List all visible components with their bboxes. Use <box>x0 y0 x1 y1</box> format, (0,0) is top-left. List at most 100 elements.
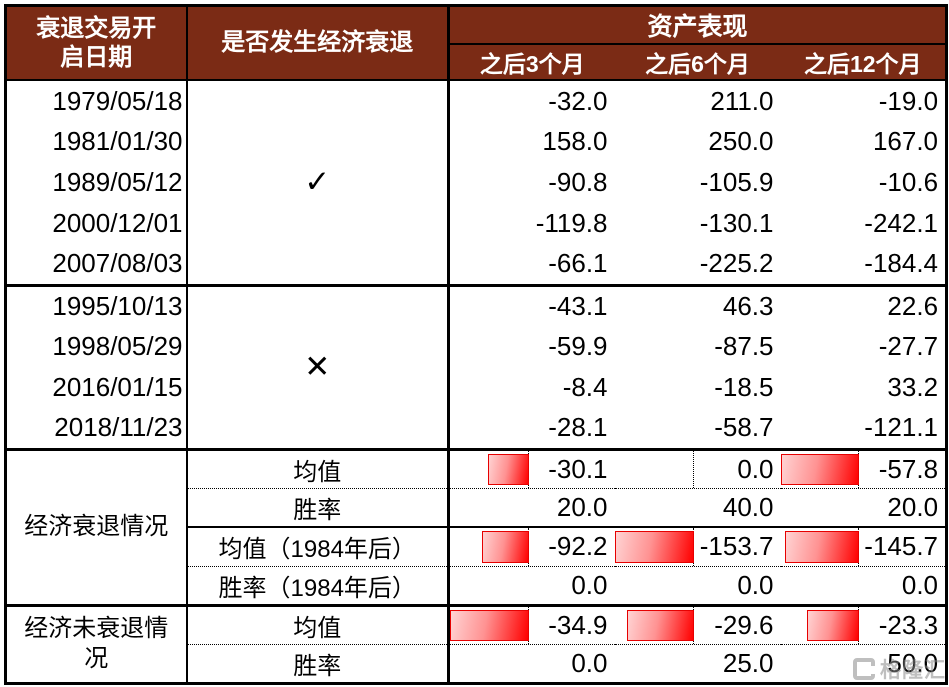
value-cell: 158.0 <box>448 121 615 162</box>
summary-metric-label: 均值 <box>186 447 450 488</box>
date-cell: 1981/01/30 <box>5 121 188 162</box>
value-cell: 0.0 <box>780 565 947 605</box>
gelonghui-watermark: 格隆汇 <box>853 654 946 684</box>
value-text: -92.2 <box>548 531 608 562</box>
date-row: 1981/01/30 158.0 250.0 167.0 <box>5 121 947 162</box>
negative-data-bar <box>450 609 529 641</box>
summary-metric-label: 胜率 <box>186 487 450 527</box>
table-body: 1979/05/18 ✓ -32.0 211.0 -19.0 1981/01/30 158.… <box>5 80 947 683</box>
value-text: -153.7 <box>699 531 774 562</box>
value-cell: 20.0 <box>448 487 615 527</box>
value-cell: 20.0 <box>780 487 947 527</box>
value-cell: -30.1 <box>448 447 615 488</box>
value-cell: -32.0 <box>448 80 615 121</box>
value-text: -57.8 <box>878 453 939 484</box>
date-row: 2016/01/15 -8.4 -18.5 33.2 <box>5 367 947 408</box>
value-text: 0.0 <box>737 453 774 484</box>
date-cell: 2000/12/01 <box>5 203 188 244</box>
date-row: 2000/12/01 -119.8 -130.1 -242.1 <box>5 203 947 244</box>
table-header: 衰退交易开启日期 是否发生经济衰退 资产表现 之后3个月 之后6个月 之后12个… <box>5 5 947 80</box>
gelonghui-logo-icon <box>853 658 875 680</box>
summary-group-label: 经济衰退情况 <box>5 447 188 605</box>
value-cell: 25.0 <box>614 643 781 683</box>
value-cell: -145.7 <box>780 526 947 566</box>
value-cell: -153.7 <box>614 526 781 566</box>
value-cell: -29.6 <box>614 603 781 644</box>
date-cell: 2018/11/23 <box>5 408 188 449</box>
databar-axis <box>615 450 695 488</box>
value-cell: 33.2 <box>780 367 947 408</box>
value-cell: -23.3 <box>780 603 947 644</box>
value-cell: 0.0 <box>448 643 615 683</box>
recession-check-mark: ✓ <box>186 80 450 285</box>
value-cell: -27.7 <box>780 326 947 367</box>
value-text: -23.3 <box>878 609 939 640</box>
value-cell: -184.4 <box>780 244 947 285</box>
gelonghui-watermark-text: 格隆汇 <box>880 659 946 682</box>
date-cell: 2007/08/03 <box>5 244 188 285</box>
value-text: -29.6 <box>714 609 774 640</box>
value-cell: -18.5 <box>614 367 781 408</box>
header-recession-col: 是否发生经济衰退 <box>186 5 450 80</box>
value-cell: -57.8 <box>780 447 947 488</box>
summary-row: 经济衰退情况 均值 -30.1 0.0 -57.8 <box>5 447 947 605</box>
value-cell: -66.1 <box>448 244 615 285</box>
date-cell: 2016/01/15 <box>5 367 188 408</box>
header-assets-group: 资产表现 <box>448 5 947 45</box>
value-cell: -92.2 <box>448 526 615 566</box>
date-row: 1979/05/18 ✓ -32.0 211.0 -19.0 <box>5 80 947 285</box>
summary-metric-label: 均值 <box>186 603 450 644</box>
header-period-12m: 之后12个月 <box>780 44 947 80</box>
summary-row: 胜率（1984年后） 0.0 0.0 0.0 <box>6 565 947 605</box>
value-cell: -28.1 <box>448 408 615 449</box>
value-cell: 46.3 <box>614 283 781 326</box>
negative-data-bar <box>626 609 695 641</box>
value-cell: 0.0 <box>614 447 781 488</box>
summary-metric-label: 胜率（1984年后） <box>186 565 450 605</box>
value-cell: -8.4 <box>448 367 615 408</box>
date-cell: 1995/10/13 <box>5 283 188 326</box>
negative-data-bar <box>481 531 529 563</box>
value-cell: -43.1 <box>448 283 615 326</box>
summary-group-label: 经济未衰退情况 <box>5 603 188 683</box>
value-cell: 0.0 <box>614 565 781 605</box>
value-cell: -242.1 <box>780 203 947 244</box>
negative-data-bar <box>806 609 860 641</box>
value-cell: -90.8 <box>448 162 615 203</box>
negative-data-bar <box>780 453 860 485</box>
value-cell: 0.0 <box>448 565 615 605</box>
date-cell: 1989/05/12 <box>5 162 188 203</box>
value-cell: 40.0 <box>614 487 781 527</box>
value-cell: -121.1 <box>780 408 947 449</box>
header-period-6m: 之后6个月 <box>614 44 781 80</box>
value-cell: -225.2 <box>614 244 781 285</box>
value-text: -30.1 <box>548 453 608 484</box>
date-row: 2018/11/23 -28.1 -58.7 -121.1 <box>5 408 947 449</box>
date-row: 2007/08/03 -66.1 -225.2 -184.4 <box>5 244 947 285</box>
value-cell: -10.6 <box>780 162 947 203</box>
value-cell: -105.9 <box>614 162 781 203</box>
summary-metric-label: 胜率 <box>186 643 450 683</box>
value-cell: 250.0 <box>614 121 781 162</box>
negative-data-bar <box>487 453 529 485</box>
value-cell: -87.5 <box>614 326 781 367</box>
recession-trade-table: 衰退交易开启日期 是否发生经济衰退 资产表现 之后3个月 之后6个月 之后12个… <box>4 4 949 685</box>
value-cell: -34.9 <box>448 603 615 644</box>
header-date-col: 衰退交易开启日期 <box>5 5 188 80</box>
header-period-3m: 之后3个月 <box>448 44 615 80</box>
summary-metric-label: 均值（1984年后） <box>186 526 450 566</box>
value-cell: -19.0 <box>780 80 947 121</box>
value-cell: -59.9 <box>448 326 615 367</box>
value-text: -145.7 <box>864 531 939 562</box>
value-cell: 167.0 <box>780 121 947 162</box>
value-cell: -119.8 <box>448 203 615 244</box>
value-cell: 211.0 <box>614 80 781 121</box>
value-cell: 22.6 <box>780 283 947 326</box>
summary-row: 胜率 20.0 40.0 20.0 <box>6 487 947 527</box>
value-cell: -58.7 <box>614 408 781 449</box>
date-row: 1989/05/12 -90.8 -105.9 -10.6 <box>5 162 947 203</box>
date-cell: 1979/05/18 <box>5 80 188 121</box>
recession-cross-mark: ✕ <box>186 283 450 449</box>
value-cell: -130.1 <box>614 203 781 244</box>
